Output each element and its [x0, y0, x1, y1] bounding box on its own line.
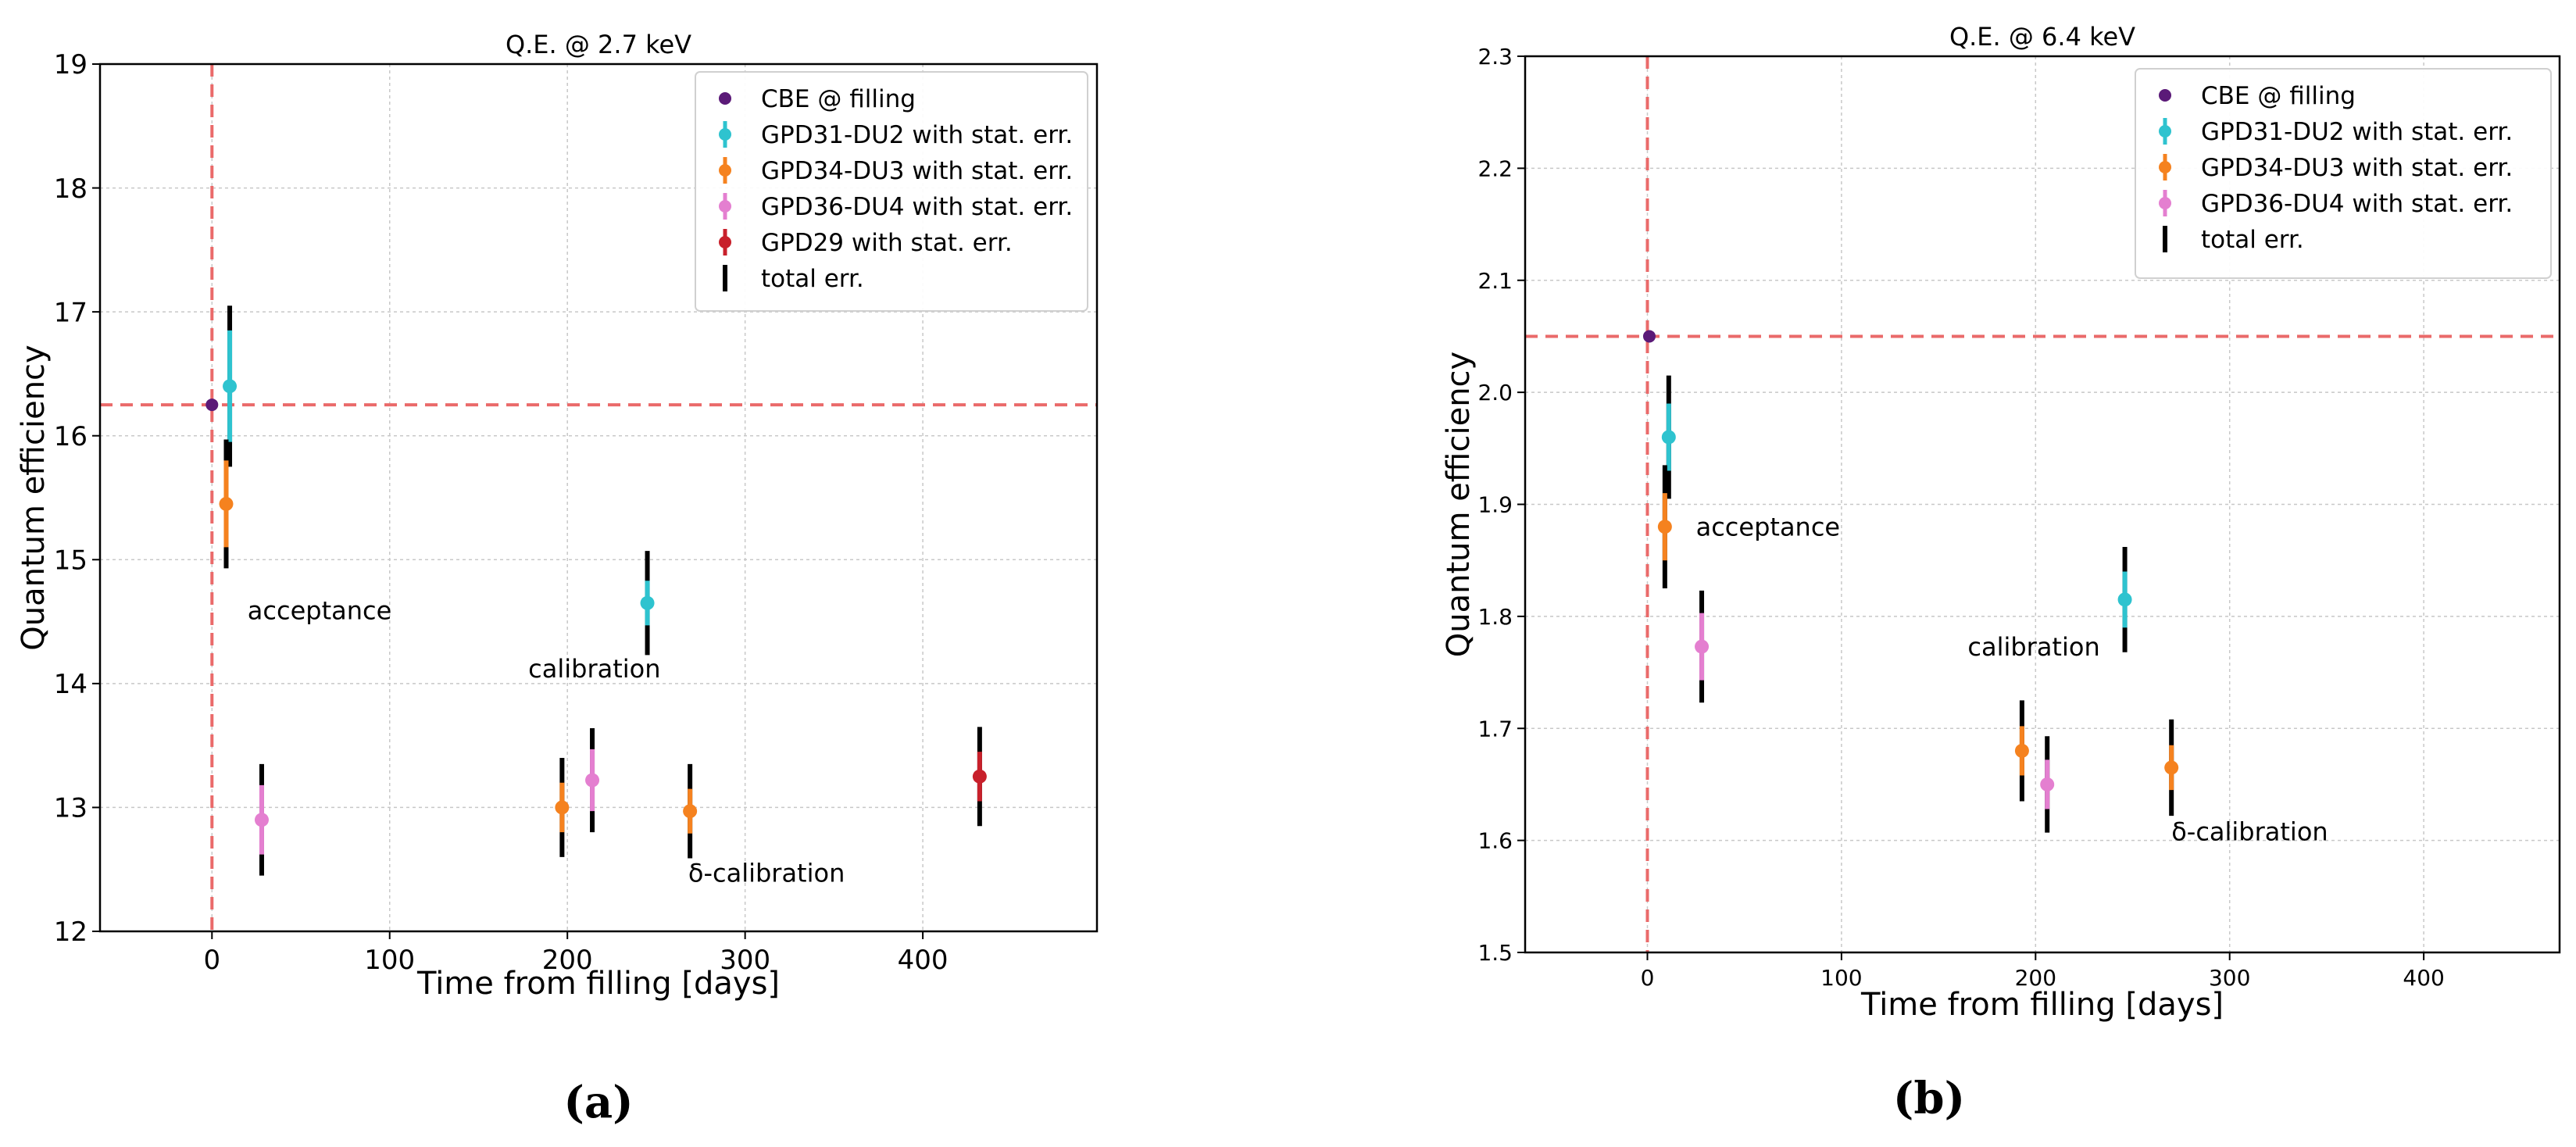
legend-marker	[2159, 161, 2171, 173]
annotation-label: acceptance	[248, 595, 392, 625]
data-point	[585, 773, 600, 788]
legend-label: CBE @ filling	[761, 85, 916, 113]
x-tick-label: 300	[720, 945, 770, 976]
legend-marker	[2159, 125, 2171, 138]
legend-marker	[2159, 89, 2171, 102]
y-axis-label: Quantum efficiency	[16, 345, 52, 650]
y-axis-label: Quantum efficiency	[1441, 352, 1477, 657]
legend-marker	[719, 128, 731, 141]
y-tick-label: 2.0	[1477, 380, 1513, 406]
x-tick-label: 100	[1820, 965, 1862, 991]
legend-label: GPD36-DU4 with stat. err.	[761, 193, 1073, 221]
legend-label: GPD34-DU3 with stat. err.	[2201, 154, 2513, 182]
legend-marker	[719, 92, 731, 105]
legend-label: GPD29 with stat. err.	[761, 229, 1013, 257]
annotation-label: δ-calibration	[2171, 817, 2328, 847]
y-tick-label: 19	[54, 49, 88, 80]
legend-marker	[719, 200, 731, 213]
plot-frame	[98, 63, 1099, 933]
legend-marker	[719, 236, 731, 248]
data-point	[683, 804, 698, 819]
annotation-label: calibration	[1967, 632, 2099, 662]
data-point	[1642, 330, 1656, 343]
data-point	[254, 813, 269, 827]
panel-label: (a)	[563, 1077, 633, 1128]
x-tick-label: 0	[1641, 965, 1655, 991]
legend-label: CBE @ filling	[2201, 82, 2356, 110]
y-tick-label: 2.3	[1477, 44, 1513, 70]
data-point	[219, 496, 234, 511]
legend-box	[2135, 68, 2552, 279]
y-tick-label: 1.7	[1477, 716, 1513, 741]
data-point	[205, 398, 219, 412]
data-point	[640, 595, 655, 610]
legend-marker	[719, 164, 731, 177]
legend-label: GPD36-DU4 with stat. err.	[2201, 190, 2513, 218]
chart-title: Q.E. @ 6.4 keV	[1949, 22, 2135, 52]
x-tick-label: 400	[898, 945, 949, 976]
chart-a: 0 100 200 300 400 12 13 14 15 16 17 18 19 Q.E. @ 2.7 …	[16, 30, 1099, 1128]
data-point	[2117, 592, 2132, 607]
data-point	[223, 379, 238, 394]
legend-label: total err.	[761, 265, 864, 293]
y-tick-label: 1.8	[1477, 604, 1513, 630]
x-tick-label: 400	[2403, 965, 2444, 991]
legend-label: GPD31-DU2 with stat. err.	[761, 121, 1073, 149]
data-point	[2040, 777, 2055, 791]
legend-marker	[2159, 197, 2171, 209]
data-point	[1657, 520, 1672, 534]
chart-title: Q.E. @ 2.7 keV	[506, 30, 691, 59]
x-tick-label: 100	[364, 945, 415, 976]
y-tick-label: 1.6	[1477, 828, 1513, 854]
legend-box	[695, 71, 1088, 312]
x-axis-label: Time from filling [days]	[1860, 987, 2224, 1023]
y-tick-label: 17	[54, 297, 88, 328]
data-point	[1695, 639, 1710, 654]
y-tick-label: 13	[54, 793, 88, 824]
y-tick-label: 15	[54, 545, 88, 577]
y-tick-label: 2.2	[1477, 155, 1513, 181]
y-tick-label: 14	[54, 669, 88, 700]
data-point	[555, 800, 570, 815]
y-tick-label: 1.9	[1477, 492, 1513, 518]
panel-label: (b)	[1893, 1073, 1965, 1124]
x-tick-label: 200	[2015, 965, 2056, 991]
legend-label: GPD34-DU3 with stat. err.	[761, 157, 1073, 185]
data-point	[2164, 760, 2179, 775]
annotation-label: δ-calibration	[688, 859, 845, 888]
x-tick-label: 0	[203, 945, 220, 976]
y-tick-label: 16	[54, 421, 88, 452]
x-axis-label: Time from filling [days]	[416, 966, 780, 1002]
y-tick-label: 1.5	[1477, 940, 1513, 966]
data-point	[972, 769, 987, 784]
x-tick-label: 200	[542, 945, 593, 976]
annotation-label: acceptance	[1696, 513, 1841, 542]
x-tick-label: 300	[2209, 965, 2250, 991]
data-point	[2014, 743, 2029, 758]
data-point	[1661, 430, 1676, 445]
annotation-label: calibration	[528, 654, 660, 684]
legend-label: GPD31-DU2 with stat. err.	[2201, 118, 2513, 146]
legend-label: total err.	[2201, 226, 2304, 254]
chart-b: 0 100 200 300 400 1.5 1.6 1.7 1.8 1.9 2.0 2.1 2.2 2.3…	[1441, 22, 2561, 1124]
y-tick-label: 12	[54, 917, 88, 948]
y-tick-label: 18	[54, 173, 88, 205]
y-tick-label: 2.1	[1477, 268, 1513, 294]
